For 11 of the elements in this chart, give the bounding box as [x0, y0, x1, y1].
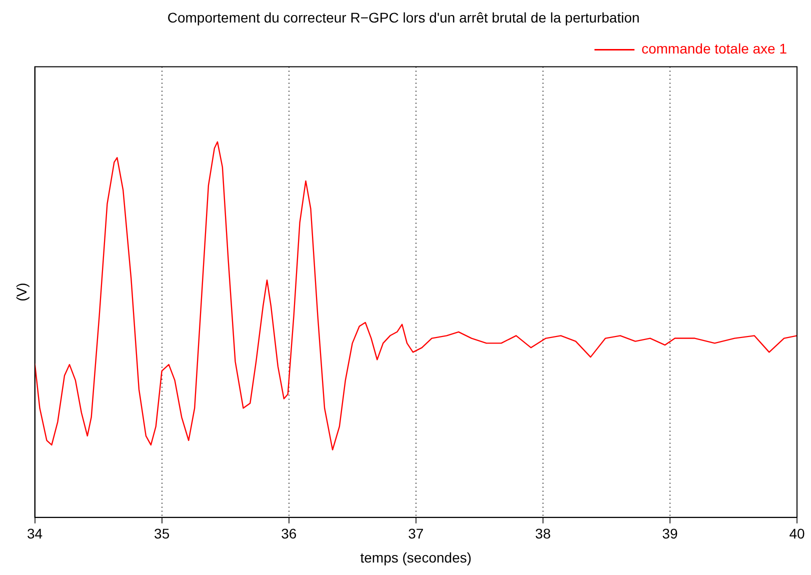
x-tick-label: 35	[154, 526, 170, 542]
y-axis-title: (V)	[13, 282, 30, 302]
x-tick-label: 34	[27, 526, 43, 542]
x-tick-label: 39	[662, 526, 678, 542]
chart-title: Comportement du correcteur R−GPC lors d'un arrêt brutal de la perturbation	[167, 9, 640, 26]
x-tick-label: 37	[408, 526, 424, 542]
x-axis-title: temps (secondes)	[360, 549, 472, 566]
legend-label: commande totale axe 1	[641, 40, 788, 57]
x-tick-label: 38	[535, 526, 551, 542]
x-tick-label: 36	[281, 526, 297, 542]
x-tick-label: 40	[789, 526, 805, 542]
